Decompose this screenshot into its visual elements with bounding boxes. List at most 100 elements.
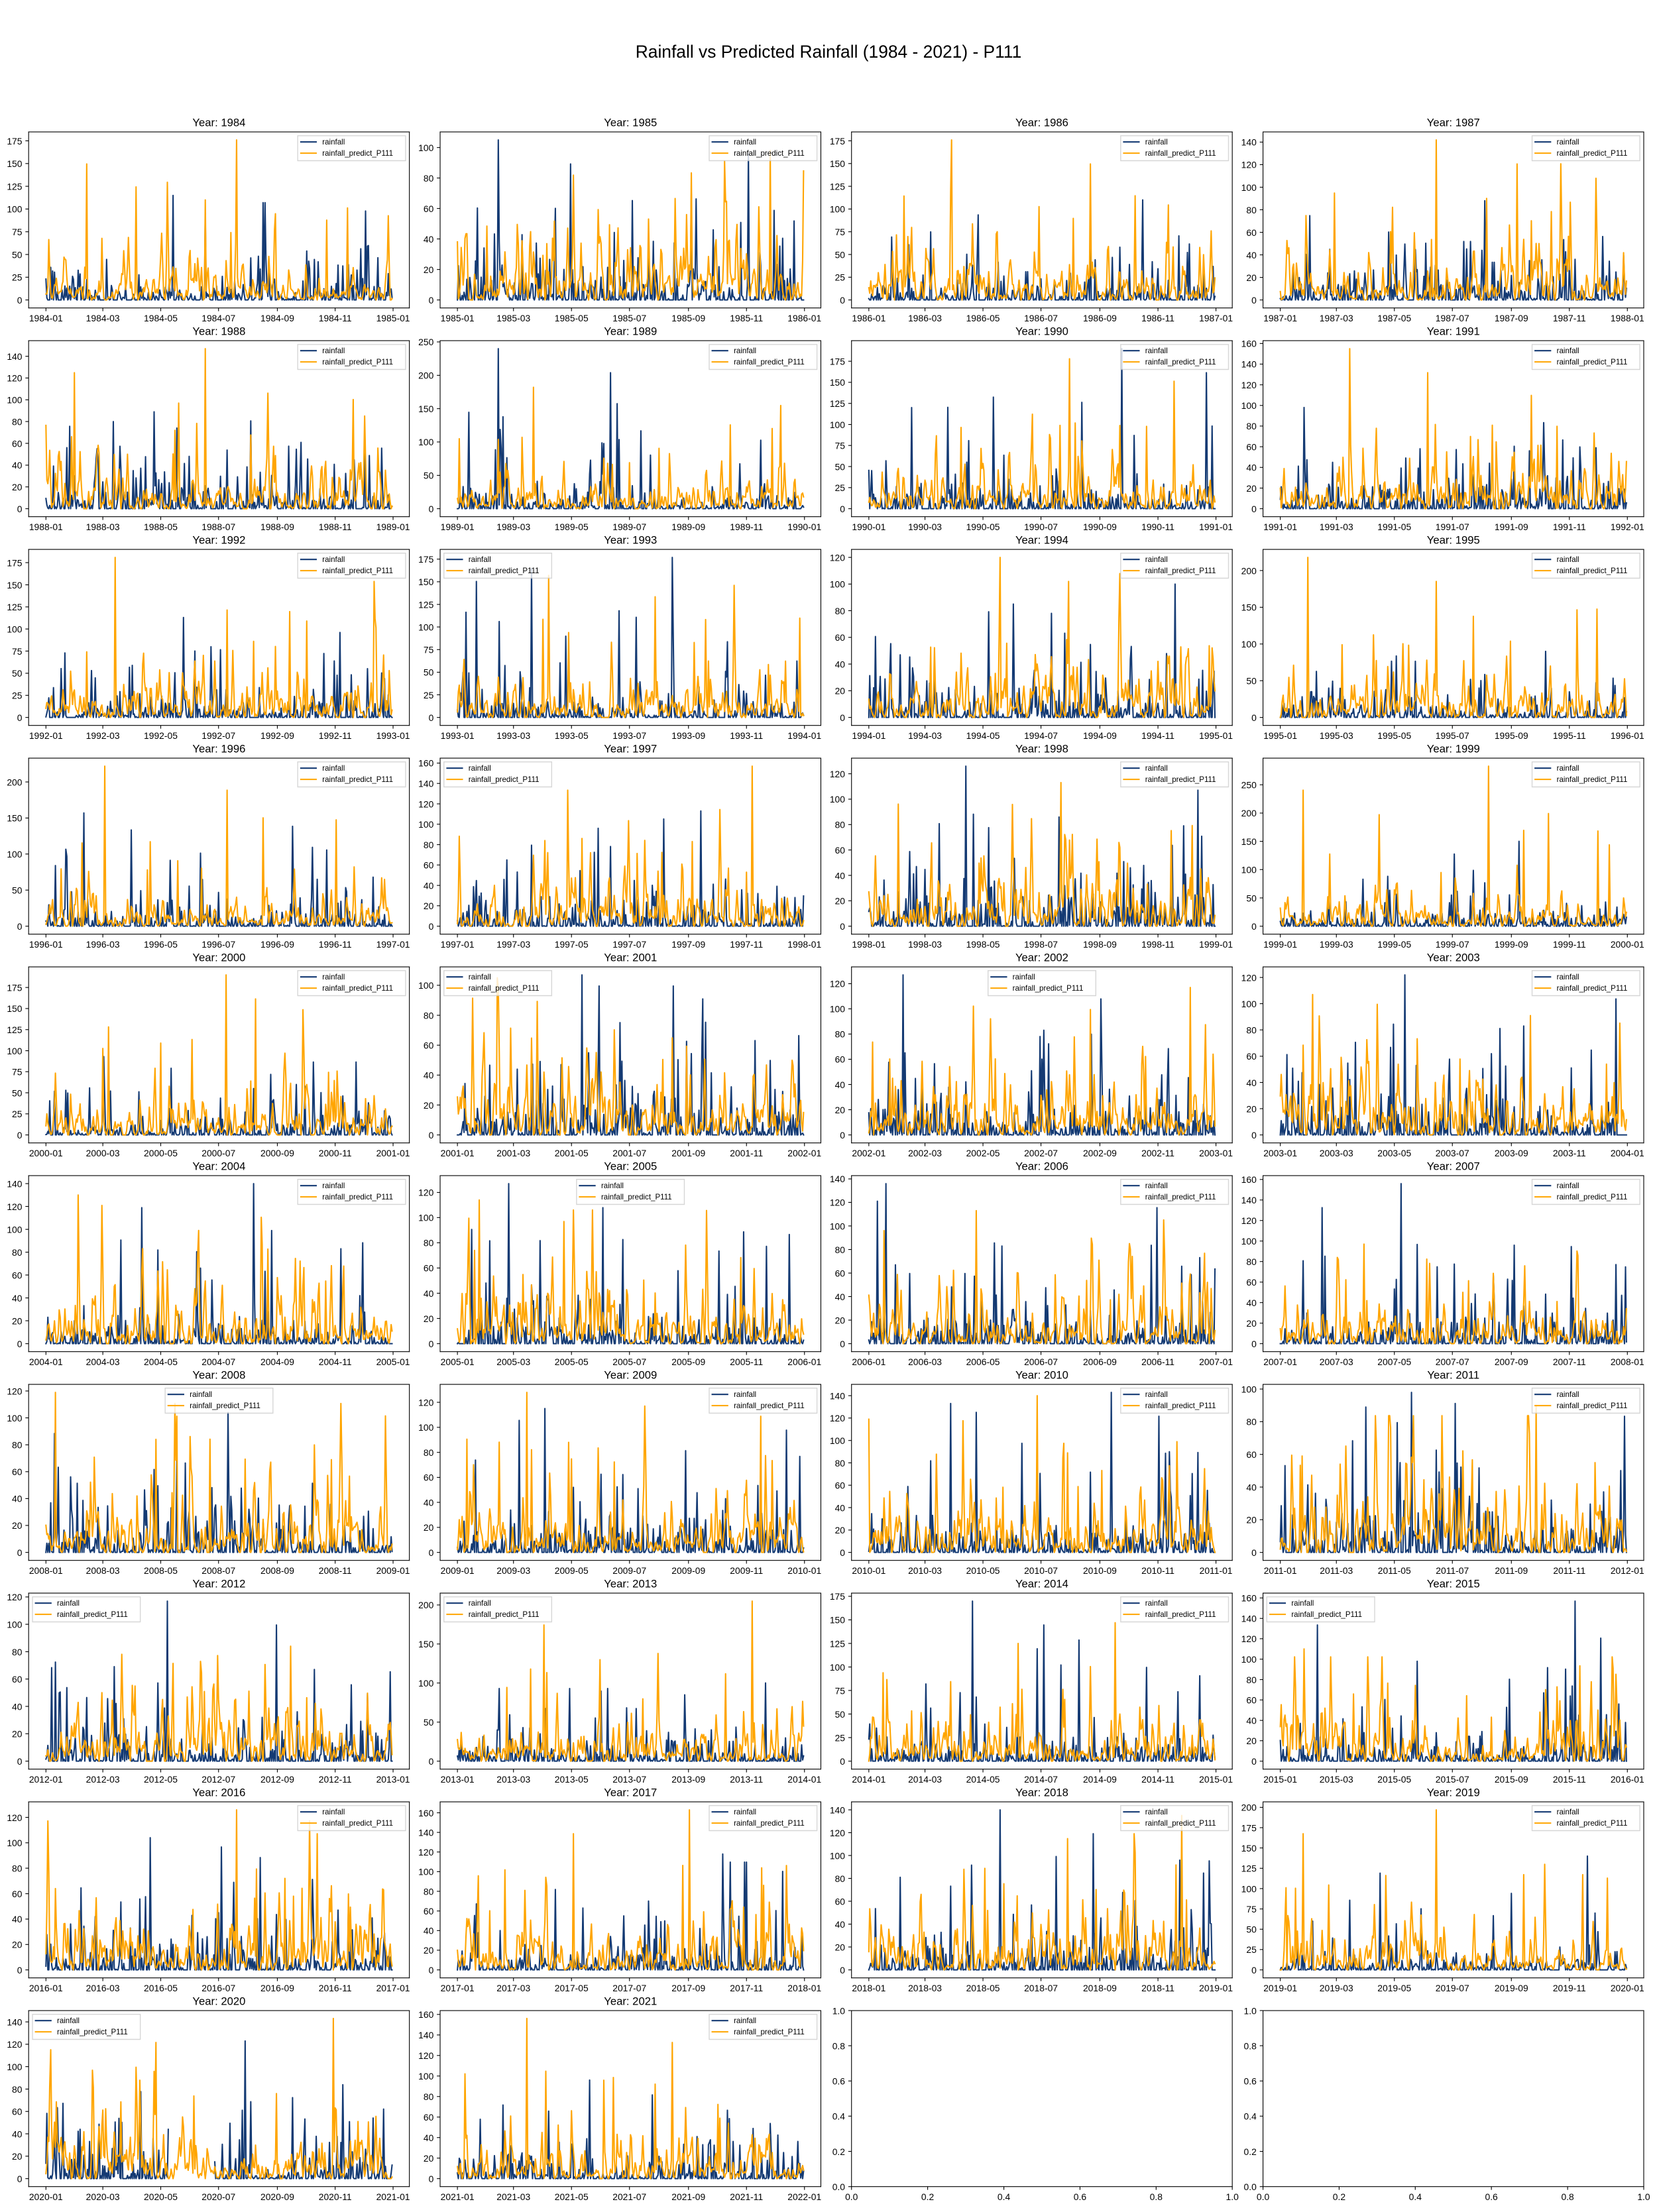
svg-text:80: 80 — [1246, 205, 1257, 215]
svg-text:1987-11: 1987-11 — [1553, 313, 1586, 323]
svg-text:1994-09: 1994-09 — [1083, 730, 1117, 741]
svg-text:rainfall_predict_P111: rainfall_predict_P111 — [734, 1820, 805, 1828]
svg-text:Year: 2021: Year: 2021 — [604, 1995, 657, 2008]
svg-text:2019-03: 2019-03 — [1320, 1983, 1353, 1993]
svg-text:120: 120 — [418, 2050, 433, 2061]
svg-text:rainfall_predict_P111: rainfall_predict_P111 — [1145, 1402, 1216, 1410]
svg-text:140: 140 — [830, 1174, 845, 1184]
svg-text:1989-11: 1989-11 — [730, 522, 763, 532]
svg-text:0: 0 — [429, 1756, 434, 1767]
svg-text:0: 0 — [840, 1339, 845, 1349]
svg-text:2015-05: 2015-05 — [1377, 1774, 1411, 1785]
svg-text:50: 50 — [12, 249, 23, 260]
svg-text:1997-01: 1997-01 — [441, 939, 475, 950]
svg-text:2021-05: 2021-05 — [555, 2191, 589, 2202]
svg-text:rainfall: rainfall — [1145, 1600, 1168, 1608]
svg-text:rainfall_predict_P111: rainfall_predict_P111 — [1557, 776, 1628, 784]
svg-text:2009-01: 2009-01 — [376, 1565, 410, 1576]
svg-text:0: 0 — [840, 295, 845, 305]
svg-text:20: 20 — [835, 896, 846, 907]
svg-text:60: 60 — [12, 2107, 23, 2117]
svg-text:80: 80 — [424, 173, 434, 184]
svg-text:2013-01: 2013-01 — [376, 1774, 410, 1785]
svg-text:2013-05: 2013-05 — [555, 1774, 589, 1785]
svg-text:120: 120 — [418, 1188, 433, 1198]
svg-text:1987-03: 1987-03 — [1320, 313, 1353, 323]
svg-text:100: 100 — [418, 1422, 433, 1433]
svg-text:20: 20 — [1246, 1103, 1257, 1114]
svg-text:100: 100 — [1241, 1654, 1257, 1665]
svg-text:100: 100 — [1241, 639, 1257, 649]
svg-text:40: 40 — [1246, 1715, 1257, 1726]
svg-text:80: 80 — [424, 1886, 434, 1897]
svg-text:1987-05: 1987-05 — [1377, 313, 1411, 323]
svg-text:60: 60 — [1246, 227, 1257, 238]
svg-text:2009-07: 2009-07 — [612, 1565, 646, 1576]
svg-text:0: 0 — [429, 2174, 434, 2184]
svg-text:150: 150 — [830, 1615, 845, 1626]
svg-text:100: 100 — [418, 622, 433, 632]
svg-text:1989-07: 1989-07 — [612, 522, 646, 532]
svg-text:200: 200 — [1241, 565, 1257, 576]
svg-text:2009-09: 2009-09 — [671, 1565, 705, 1576]
svg-text:0.8: 0.8 — [1150, 2191, 1163, 2202]
svg-text:140: 140 — [1241, 1613, 1257, 1624]
svg-text:20: 20 — [424, 1100, 434, 1111]
svg-text:rainfall: rainfall — [1145, 1808, 1168, 1816]
svg-text:0.6: 0.6 — [832, 2076, 846, 2087]
svg-text:1984-09: 1984-09 — [260, 313, 294, 323]
svg-text:40: 40 — [835, 1919, 846, 1930]
svg-text:120: 120 — [7, 2039, 22, 2050]
svg-text:2017-05: 2017-05 — [555, 1983, 589, 1993]
svg-text:80: 80 — [1246, 421, 1257, 431]
svg-text:2021-01: 2021-01 — [376, 2191, 410, 2202]
svg-text:160: 160 — [1241, 1593, 1257, 1604]
svg-text:2007-11: 2007-11 — [1553, 1356, 1586, 1367]
svg-text:1998-01: 1998-01 — [852, 939, 886, 950]
svg-text:rainfall: rainfall — [57, 2017, 80, 2025]
svg-text:Year: 2001: Year: 2001 — [604, 952, 657, 964]
svg-text:25: 25 — [424, 690, 434, 700]
svg-text:Year: 1999: Year: 1999 — [1427, 743, 1480, 755]
svg-text:2003-03: 2003-03 — [1320, 1148, 1353, 1158]
svg-text:200: 200 — [1241, 808, 1257, 818]
svg-text:rainfall_predict_P111: rainfall_predict_P111 — [1145, 1193, 1216, 1201]
svg-text:1987-01: 1987-01 — [1199, 313, 1233, 323]
svg-text:1991-09: 1991-09 — [1495, 522, 1528, 532]
svg-text:2002-11: 2002-11 — [1141, 1148, 1174, 1158]
svg-text:2018-03: 2018-03 — [908, 1983, 942, 1993]
svg-text:1990-11: 1990-11 — [1141, 522, 1174, 532]
svg-text:rainfall: rainfall — [1145, 765, 1168, 773]
svg-text:60: 60 — [424, 1040, 434, 1051]
svg-text:1998-03: 1998-03 — [908, 939, 942, 950]
svg-text:60: 60 — [835, 632, 846, 643]
svg-text:0: 0 — [1251, 712, 1257, 723]
svg-text:0: 0 — [1251, 1339, 1257, 1349]
svg-text:rainfall: rainfall — [469, 765, 491, 773]
svg-text:100: 100 — [7, 204, 22, 215]
svg-text:1986-11: 1986-11 — [1141, 313, 1174, 323]
svg-text:Year: 2005: Year: 2005 — [604, 1160, 657, 1173]
svg-text:2001-03: 2001-03 — [496, 1148, 530, 1158]
svg-text:1995-09: 1995-09 — [1495, 730, 1528, 741]
svg-text:75: 75 — [835, 440, 846, 451]
svg-text:40: 40 — [835, 659, 846, 669]
svg-text:0: 0 — [429, 712, 434, 723]
svg-text:0.0: 0.0 — [1244, 2182, 1257, 2192]
svg-text:2012-01: 2012-01 — [1611, 1565, 1644, 1576]
svg-text:40: 40 — [424, 1497, 434, 1508]
svg-text:50: 50 — [424, 1717, 434, 1728]
svg-text:80: 80 — [835, 606, 846, 616]
svg-text:150: 150 — [7, 813, 22, 824]
svg-text:20: 20 — [12, 2151, 23, 2162]
svg-text:80: 80 — [835, 1873, 846, 1884]
svg-text:rainfall_predict_P111: rainfall_predict_P111 — [1145, 567, 1216, 575]
svg-text:80: 80 — [12, 416, 23, 427]
svg-text:2018-05: 2018-05 — [966, 1983, 1000, 1993]
svg-text:100: 100 — [418, 1867, 433, 1877]
svg-text:25: 25 — [12, 1109, 23, 1119]
svg-text:60: 60 — [424, 2112, 434, 2123]
svg-text:100: 100 — [1241, 400, 1257, 411]
svg-text:25: 25 — [835, 1732, 846, 1743]
svg-text:Year: 2020: Year: 2020 — [192, 1995, 245, 2008]
